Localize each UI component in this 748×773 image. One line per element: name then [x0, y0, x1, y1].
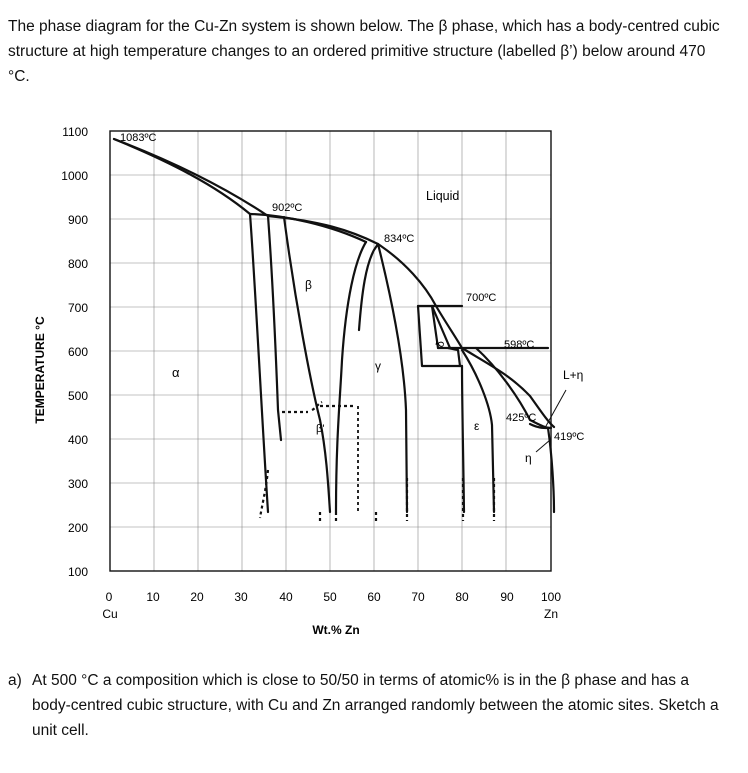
x-tick-60: 60 — [367, 590, 381, 604]
delta-right — [430, 304, 452, 350]
epsilon-right — [460, 348, 496, 514]
y-tick-300: 300 — [68, 477, 88, 491]
label-beta-prime: β' — [316, 423, 324, 435]
x-axis-title: Wt.% Zn — [312, 623, 359, 637]
dashed-boundaries — [258, 401, 496, 521]
phase-boundaries — [112, 137, 556, 514]
x-end-cu: Cu — [102, 607, 117, 621]
temp-902: 902ºC — [272, 202, 302, 214]
question-text: At 500 °C a composition which is close t… — [32, 672, 719, 739]
label-l-eta: L+η — [563, 368, 583, 382]
y-tick-1000: 1000 — [61, 169, 88, 183]
liquidus-upper — [112, 137, 270, 218]
eta-solvus — [528, 422, 556, 514]
temp-834: 834ºC — [384, 233, 414, 245]
solidus-beta — [248, 212, 368, 244]
label-beta: β — [305, 278, 312, 292]
x-end-zn: Zn — [544, 607, 558, 621]
gamma-right — [376, 242, 409, 514]
x-tick-90: 90 — [500, 590, 514, 604]
delta-left — [430, 304, 440, 350]
intro-paragraph: The phase diagram for the Cu-Zn system i… — [8, 18, 720, 85]
x-tick-40: 40 — [279, 590, 293, 604]
callouts — [535, 389, 567, 453]
temp-700: 700ºC — [466, 292, 496, 304]
gamma-left-upper — [357, 242, 380, 332]
y-tick-labels: 1100 1000 900 800 700 600 500 400 300 20… — [61, 125, 88, 579]
y-tick-500: 500 — [68, 389, 88, 403]
label-epsilon: ε — [474, 419, 480, 433]
cu-zn-phase-diagram: TEMPERATURE °C 1100 1000 900 800 700 600… — [33, 125, 584, 637]
y-tick-1100: 1100 — [62, 125, 88, 139]
y-tick-400: 400 — [68, 433, 88, 447]
y-tick-100: 100 — [68, 565, 88, 579]
x-tick-100: 100 — [541, 590, 561, 604]
x-tick-10: 10 — [146, 590, 160, 604]
label-liquid: Liquid — [426, 189, 459, 203]
liquidus — [266, 214, 556, 429]
alpha-beta-left — [266, 214, 283, 442]
x-tick-50: 50 — [323, 590, 337, 604]
plot-frame — [109, 130, 552, 572]
label-delta: δ — [434, 340, 447, 349]
y-tick-800: 800 — [68, 257, 88, 271]
y-axis-title: TEMPERATURE °C — [33, 316, 47, 424]
alpha-dashed — [258, 469, 270, 519]
beta-right — [334, 240, 368, 514]
beta-left — [282, 215, 332, 514]
alpha-solvus — [248, 212, 270, 514]
x-tick-20: 20 — [190, 590, 204, 604]
temperature-annotations: 1083ºC 902ºC 834ºC 700ºC 598ºC 425ºC 419… — [120, 132, 584, 443]
x-tick-80: 80 — [455, 590, 469, 604]
epsilon-link — [446, 346, 462, 368]
label-eta: η — [525, 451, 532, 465]
delta-box — [416, 304, 464, 368]
liquidus-alpha — [112, 137, 252, 216]
label-gamma: γ — [375, 359, 381, 373]
x-tick-labels: 0 10 20 30 40 50 60 70 80 90 100 Cu Zn — [102, 590, 561, 621]
phase-labels: α β β' γ δ ε η Liquid L+η — [172, 189, 583, 465]
temp-598: 598ºC — [504, 339, 534, 351]
label-alpha: α — [172, 365, 180, 380]
beta-prime-curve — [311, 401, 323, 411]
x-tick-70: 70 — [411, 590, 425, 604]
x-tick-30: 30 — [234, 590, 248, 604]
y-tick-900: 900 — [68, 213, 88, 227]
y-tick-700: 700 — [68, 301, 88, 315]
y-tick-200: 200 — [68, 521, 88, 535]
temp-1083: 1083ºC — [120, 132, 156, 144]
temp-425: 425ºC — [506, 412, 536, 424]
temp-419: 419ºC — [554, 431, 584, 443]
x-tick-0: 0 — [106, 590, 113, 604]
question-label: a) — [8, 672, 22, 689]
epsilon-left — [460, 364, 466, 514]
y-tick-600: 600 — [68, 345, 88, 359]
